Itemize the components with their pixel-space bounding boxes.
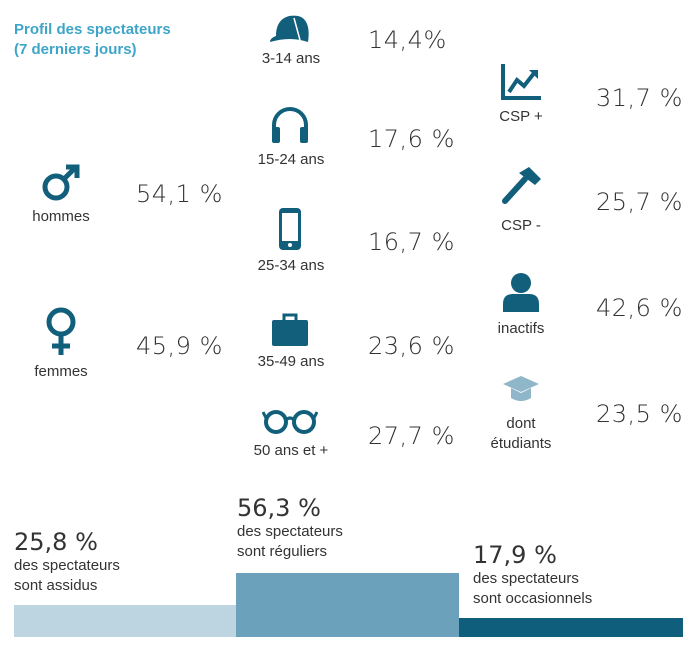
frequency-bar-assidus (14, 605, 236, 637)
csp-label: inactifs (497, 320, 545, 337)
csp-value: 31,7 % (596, 84, 683, 112)
csp-label: CSP - (501, 217, 541, 234)
age-value: 16,7 % (368, 228, 455, 256)
page-title: Profil des spectateurs (7 derniers jours… (14, 21, 171, 58)
gender-value-hommes: 54,1 % (136, 180, 223, 208)
age-label: 3-14 ans (261, 50, 321, 67)
age-label: 35-49 ans (257, 353, 325, 370)
age-label: 50 ans et + (253, 442, 329, 459)
phone-icon (268, 207, 312, 251)
briefcase-icon (268, 310, 312, 350)
headphones-icon (268, 105, 312, 145)
male-icon (39, 163, 83, 203)
hammer-icon (499, 165, 543, 205)
person-icon (499, 272, 543, 312)
gender-label-femmes: femmes (34, 363, 88, 380)
age-value: 27,7 % (368, 422, 455, 450)
csp-label-etudiants: dont étudiants (490, 415, 552, 452)
csp-value: 42,6 % (596, 294, 683, 322)
chart-up-icon (499, 62, 543, 102)
cap-icon (268, 8, 312, 48)
age-label: 25-34 ans (257, 257, 325, 274)
csp-label: CSP + (499, 108, 543, 125)
glasses-icon (261, 402, 319, 438)
frequency-reguliers: 56,3 % des spectateurs sont réguliers (237, 494, 343, 560)
age-value: 17,6 % (368, 125, 455, 153)
frequency-bar-occasionnels (459, 618, 683, 637)
graduation-cap-icon (503, 374, 539, 406)
gender-label-hommes: hommes (32, 208, 90, 225)
frequency-occasionnels: 17,9 % des spectateurs sont occasionnels (473, 541, 593, 607)
age-value: 14,4% (368, 26, 447, 54)
csp-value: 23,5 % (596, 400, 683, 428)
gender-value-femmes: 45,9 % (136, 332, 223, 360)
age-label: 15-24 ans (257, 151, 325, 168)
age-value: 23,6 % (368, 332, 455, 360)
csp-value: 25,7 % (596, 188, 683, 216)
female-icon (39, 305, 83, 357)
frequency-bar-reguliers (236, 573, 459, 637)
frequency-assidus: 25,8 % des spectateurs sont assidus (14, 528, 120, 594)
